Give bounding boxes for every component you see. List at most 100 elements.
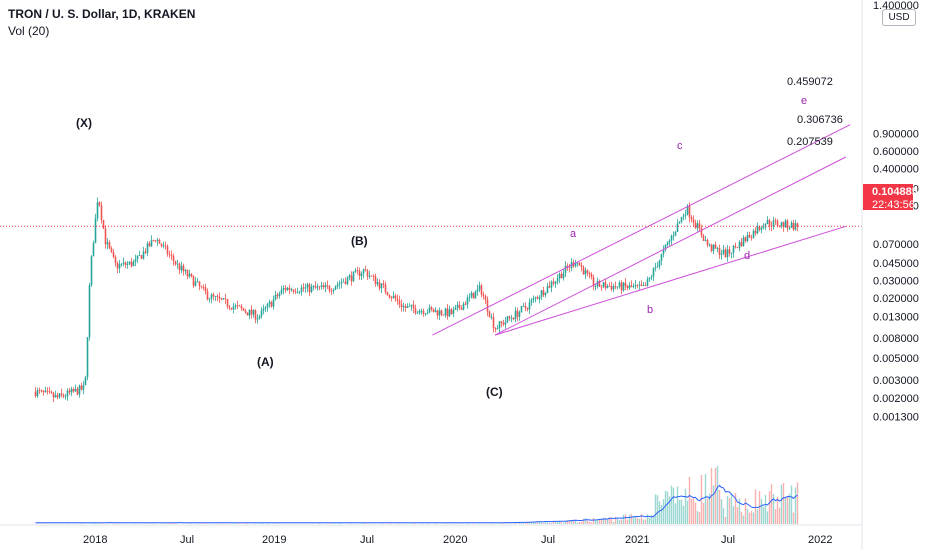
candle-body (452, 309, 455, 314)
candle-body (382, 283, 385, 285)
candle-body (674, 232, 677, 236)
time-axis[interactable]: 2018 Jul 2019 Jul 2020 Jul 2021 Jul 2022 (83, 534, 832, 546)
trend-channel-lines[interactable] (432, 124, 851, 336)
candle-body (106, 242, 109, 245)
candle-body (394, 295, 397, 299)
volume-bar (92, 523, 95, 524)
candle-body (68, 390, 71, 393)
candle-body (192, 276, 195, 286)
candle-body (120, 263, 123, 265)
candle-body (214, 296, 217, 297)
candle-body (626, 286, 629, 288)
currency-button[interactable]: USD (882, 9, 916, 26)
candle-body (164, 245, 167, 247)
volume-bar (624, 514, 627, 524)
candle-body (736, 247, 739, 248)
candle-body (548, 286, 551, 288)
candle-body (232, 306, 235, 310)
candle-body (388, 295, 391, 298)
elliott-wave-labels[interactable]: (X) (A) (B) (C) a b c d e (76, 95, 807, 399)
candle-body (278, 293, 281, 297)
volume-bar (650, 514, 653, 524)
candle-body (556, 278, 559, 282)
candle-body (554, 281, 557, 284)
volume-bar (746, 508, 749, 524)
candle-body (294, 291, 297, 293)
candle-body (664, 244, 667, 250)
candle-body (640, 284, 643, 286)
volume-bar (578, 522, 581, 524)
candle-body (722, 249, 725, 254)
candle-body (656, 266, 659, 268)
candle-body (482, 294, 485, 297)
candle-body (384, 284, 387, 293)
volume-bar (666, 491, 669, 524)
volume-bar (750, 510, 753, 524)
symbol-title[interactable]: TRON / U. S. Dollar, 1D, KRAKEN (8, 7, 196, 21)
candle-body (610, 286, 613, 290)
volume-bar (568, 520, 571, 524)
candle-body (40, 390, 43, 392)
candle-body (296, 292, 299, 293)
candle-body (336, 284, 339, 287)
candle-body (684, 214, 687, 216)
volume-bar (618, 520, 621, 524)
candle-body (306, 284, 309, 288)
candle-body (586, 270, 589, 273)
volume-bar (466, 523, 469, 524)
volume-bar (554, 522, 557, 524)
target-levels[interactable]: 0.459072 0.306736 0.207539 (787, 76, 843, 148)
candle-body (142, 251, 145, 259)
candle-body (582, 267, 585, 275)
candle-body (646, 279, 649, 286)
candle-body (134, 259, 137, 262)
channel-line[interactable] (432, 124, 851, 336)
price-candles (34, 197, 799, 402)
volume-bar (160, 523, 163, 524)
candle-body (762, 227, 765, 229)
price-tick: 0.008000 (873, 333, 919, 345)
volume-bar (622, 514, 625, 524)
volume-bar (732, 506, 735, 524)
candle-body (212, 294, 215, 297)
candle-body (604, 282, 607, 288)
volume-indicator-title[interactable]: Vol (20) (8, 24, 50, 38)
volume-bar (692, 497, 695, 524)
candle-body (782, 222, 785, 228)
candle-body (602, 282, 605, 287)
volume-bar (758, 491, 761, 524)
candle-body (114, 256, 117, 263)
candle-body (132, 261, 135, 267)
volume-bar (748, 512, 751, 524)
candle-body (594, 286, 597, 288)
volume-bar (780, 484, 783, 524)
volume-bar (602, 517, 605, 524)
candle-body (194, 281, 197, 286)
candle-body (262, 308, 265, 311)
candle-body (228, 306, 231, 308)
candle-body (530, 299, 533, 303)
candle-body (588, 272, 591, 275)
candle-body (584, 270, 587, 275)
candle-body (446, 308, 449, 317)
volume-bar (648, 517, 651, 524)
volume-bar (778, 507, 781, 524)
channel-line[interactable] (494, 156, 847, 336)
volume-bar (170, 523, 173, 524)
candle-body (380, 283, 383, 289)
candle-body (600, 286, 603, 288)
candle-body (608, 285, 611, 287)
candle-body (72, 388, 75, 392)
channel-line[interactable] (494, 225, 846, 336)
price-tick: 0.045000 (873, 258, 919, 270)
volume-bar (518, 523, 521, 524)
candle-body (544, 293, 547, 296)
candle-body (710, 244, 713, 252)
candle-body (676, 223, 679, 232)
wave-label-e-minor: e (801, 95, 807, 107)
candle-body (38, 390, 41, 391)
candle-body (528, 302, 531, 310)
candle-body (372, 275, 375, 277)
